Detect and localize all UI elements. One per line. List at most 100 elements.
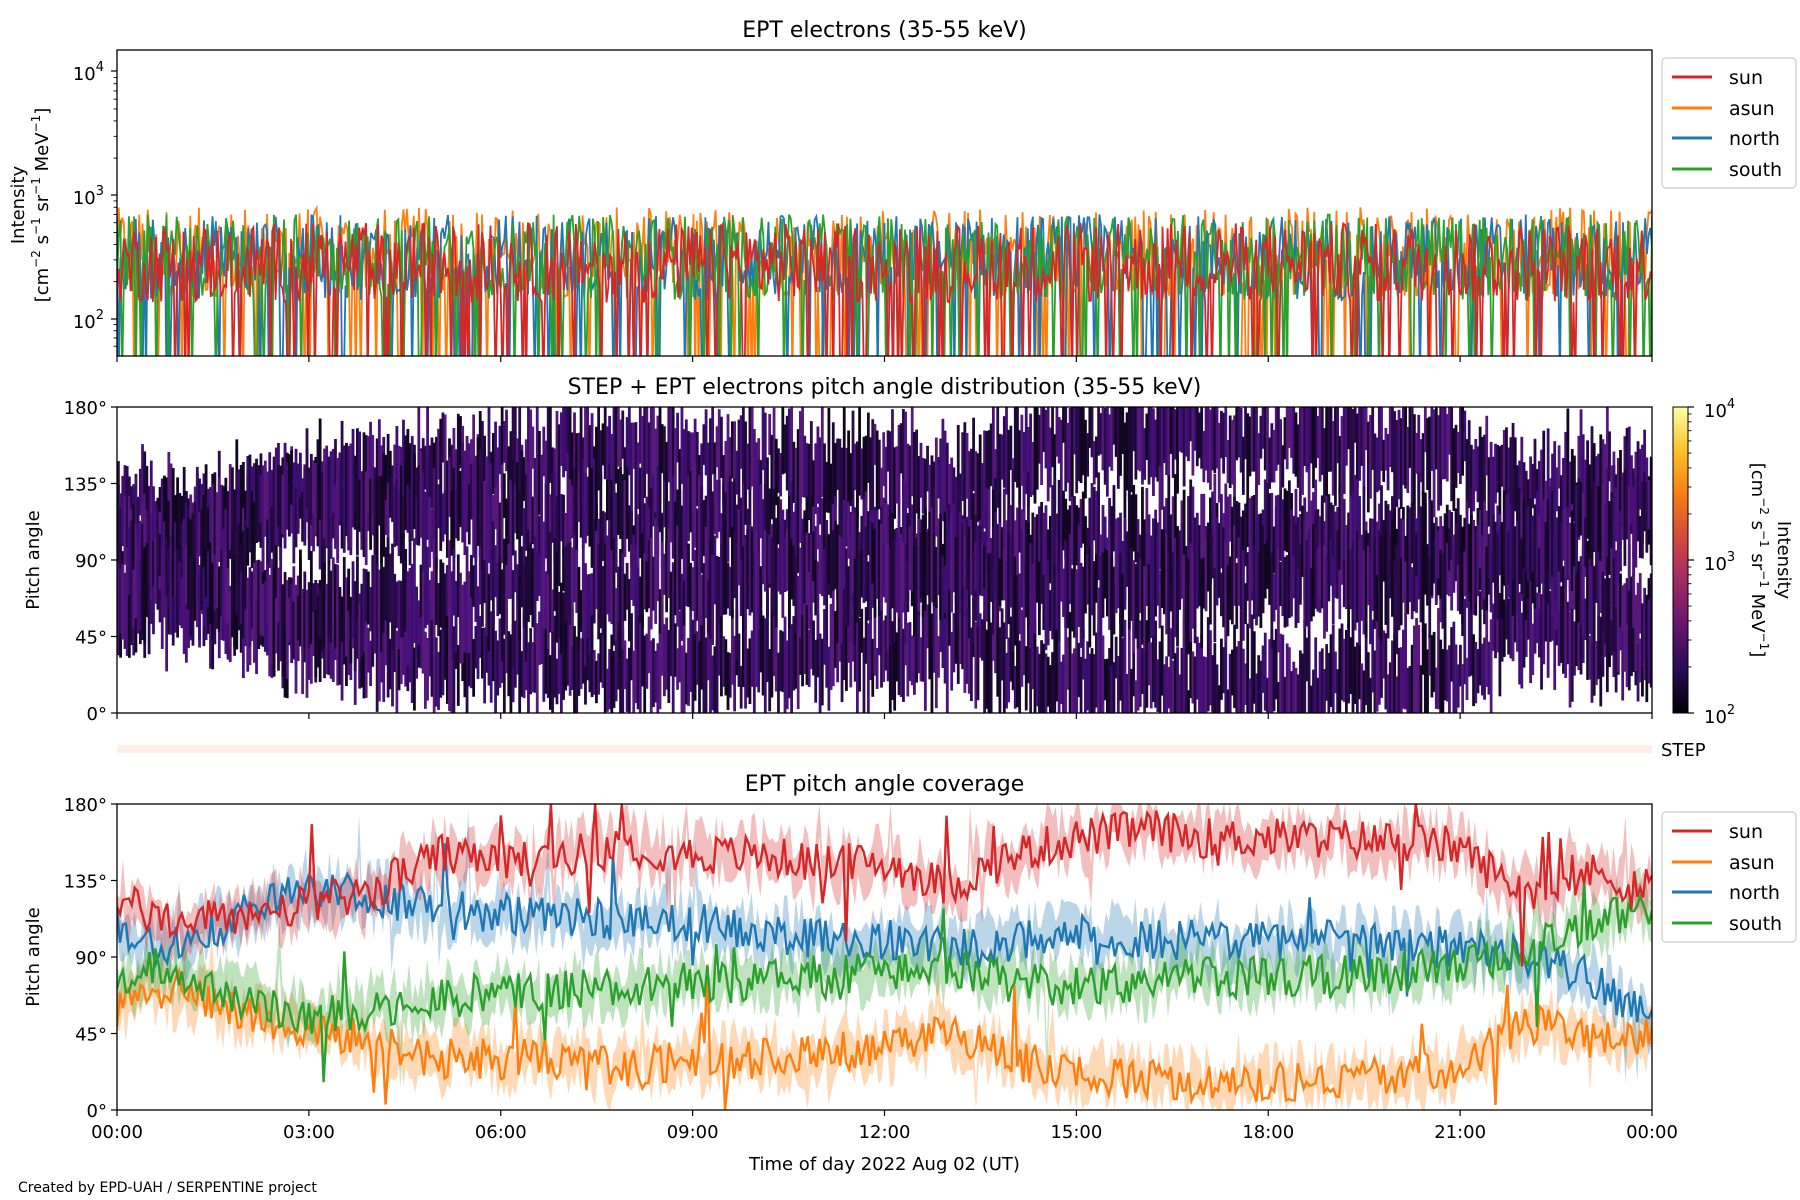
heatmap-cell	[553, 538, 557, 612]
heatmap-cell	[130, 486, 133, 528]
heatmap-cell	[647, 540, 651, 609]
heatmap-cell	[1007, 429, 1011, 522]
heatmap-cell	[123, 495, 127, 565]
heatmap-cell	[1235, 501, 1239, 559]
heatmap-cell	[325, 445, 329, 547]
heatmap-cell	[777, 547, 780, 592]
heatmap-cell	[415, 467, 419, 511]
heatmap-cell	[575, 485, 579, 552]
heatmap-cell	[1252, 495, 1256, 569]
heatmap-cell	[391, 543, 394, 651]
heatmap-cell	[1068, 407, 1072, 502]
heatmap-cell	[437, 583, 440, 637]
heatmap-cell	[669, 615, 673, 677]
heatmap-cell	[1638, 516, 1642, 558]
heatmap-cell	[1509, 564, 1513, 659]
y-tick-label: 45°	[75, 1025, 107, 1046]
heatmap-cell	[336, 564, 340, 619]
heatmap-cell	[897, 536, 901, 618]
heatmap-cell	[1463, 410, 1467, 462]
heatmap-cell	[511, 459, 515, 556]
heatmap-cell	[790, 481, 793, 589]
heatmap-cell	[845, 505, 848, 547]
heatmap-cell	[1136, 407, 1140, 471]
heatmap-cell	[141, 444, 144, 551]
heatmap-cell	[917, 456, 921, 536]
heatmap-cell	[698, 573, 701, 642]
heatmap-cell	[1616, 479, 1620, 583]
heatmap-cell	[579, 638, 583, 689]
heatmap-cell	[678, 540, 682, 610]
heatmap-cell	[1244, 407, 1247, 460]
heatmap-cell	[1334, 520, 1337, 584]
heatmap-cell	[891, 621, 894, 700]
heatmap-cell	[866, 412, 870, 483]
heatmap-cell	[399, 580, 403, 638]
heatmap-cell	[858, 553, 861, 617]
heatmap-cell	[1614, 487, 1618, 542]
heatmap-cell	[1402, 519, 1405, 603]
heatmap-cell	[303, 464, 307, 546]
heatmap-cell	[779, 499, 783, 551]
heatmap-cell	[301, 491, 304, 542]
heatmap-cell	[627, 505, 631, 552]
heatmap-cell	[1290, 671, 1293, 713]
heatmap-cell	[801, 407, 804, 498]
heatmap-cell	[1320, 407, 1324, 475]
heatmap-cell	[807, 629, 811, 687]
heatmap-cell	[801, 613, 804, 687]
heatmap-cell	[1434, 517, 1438, 605]
heatmap-cell	[340, 596, 344, 642]
heatmap-cell	[1294, 667, 1298, 713]
heatmap-cell	[985, 431, 989, 523]
heatmap-cell	[682, 580, 686, 626]
heatmap-cell	[450, 444, 454, 494]
heatmap-cell	[336, 592, 340, 686]
heatmap-cell	[1000, 533, 1004, 601]
heatmap-cell	[307, 582, 311, 648]
heatmap-cell	[840, 621, 844, 703]
heatmap-cell	[880, 523, 883, 611]
heatmap-cell	[428, 497, 432, 568]
heatmap-cell	[292, 462, 296, 564]
heatmap-cell	[520, 651, 524, 697]
heatmap-cell	[873, 528, 877, 618]
heatmap-cell	[255, 458, 258, 543]
x-axis-label: Time of day 2022 Aug 02 (UT)	[748, 1154, 1020, 1175]
heatmap-cell	[1283, 556, 1287, 628]
heatmap-cell	[259, 561, 263, 635]
heatmap-cell	[1272, 639, 1276, 712]
heatmap-cell	[1544, 480, 1548, 545]
heatmap-cell	[956, 480, 960, 582]
heatmap-cell	[1246, 413, 1250, 507]
heatmap-cell	[402, 419, 405, 524]
heatmap-cell	[877, 439, 881, 510]
heatmap-cell	[434, 557, 438, 626]
heatmap-cell	[614, 492, 618, 573]
heatmap-cell	[1441, 553, 1445, 629]
heatmap-cell	[559, 647, 563, 713]
heatmap-cell	[1145, 488, 1149, 580]
heatmap-cell	[1336, 669, 1340, 713]
heatmap-cell	[733, 478, 736, 539]
heatmap-cell	[1314, 637, 1318, 713]
heatmap-cell	[1057, 627, 1061, 713]
heatmap-cell	[134, 585, 138, 653]
heatmap-cell	[954, 536, 958, 604]
heatmap-cell	[915, 613, 918, 683]
heatmap-cell	[285, 462, 289, 530]
heatmap-cell	[906, 562, 910, 613]
heatmap-cell	[595, 660, 598, 704]
heatmap-cell	[849, 453, 853, 507]
y-tick-label: 0°	[87, 1101, 107, 1122]
heatmap-cell	[1255, 673, 1258, 713]
heatmap-cell	[713, 473, 717, 535]
heatmap-cell	[1226, 564, 1230, 637]
heatmap-cell	[130, 520, 133, 608]
heatmap-cell	[1233, 415, 1236, 514]
heatmap-cell	[706, 502, 710, 594]
heatmap-cell	[1073, 407, 1076, 455]
heatmap-cell	[1621, 585, 1625, 631]
heatmap-cell	[417, 407, 421, 481]
heatmap-cell	[1075, 647, 1079, 713]
